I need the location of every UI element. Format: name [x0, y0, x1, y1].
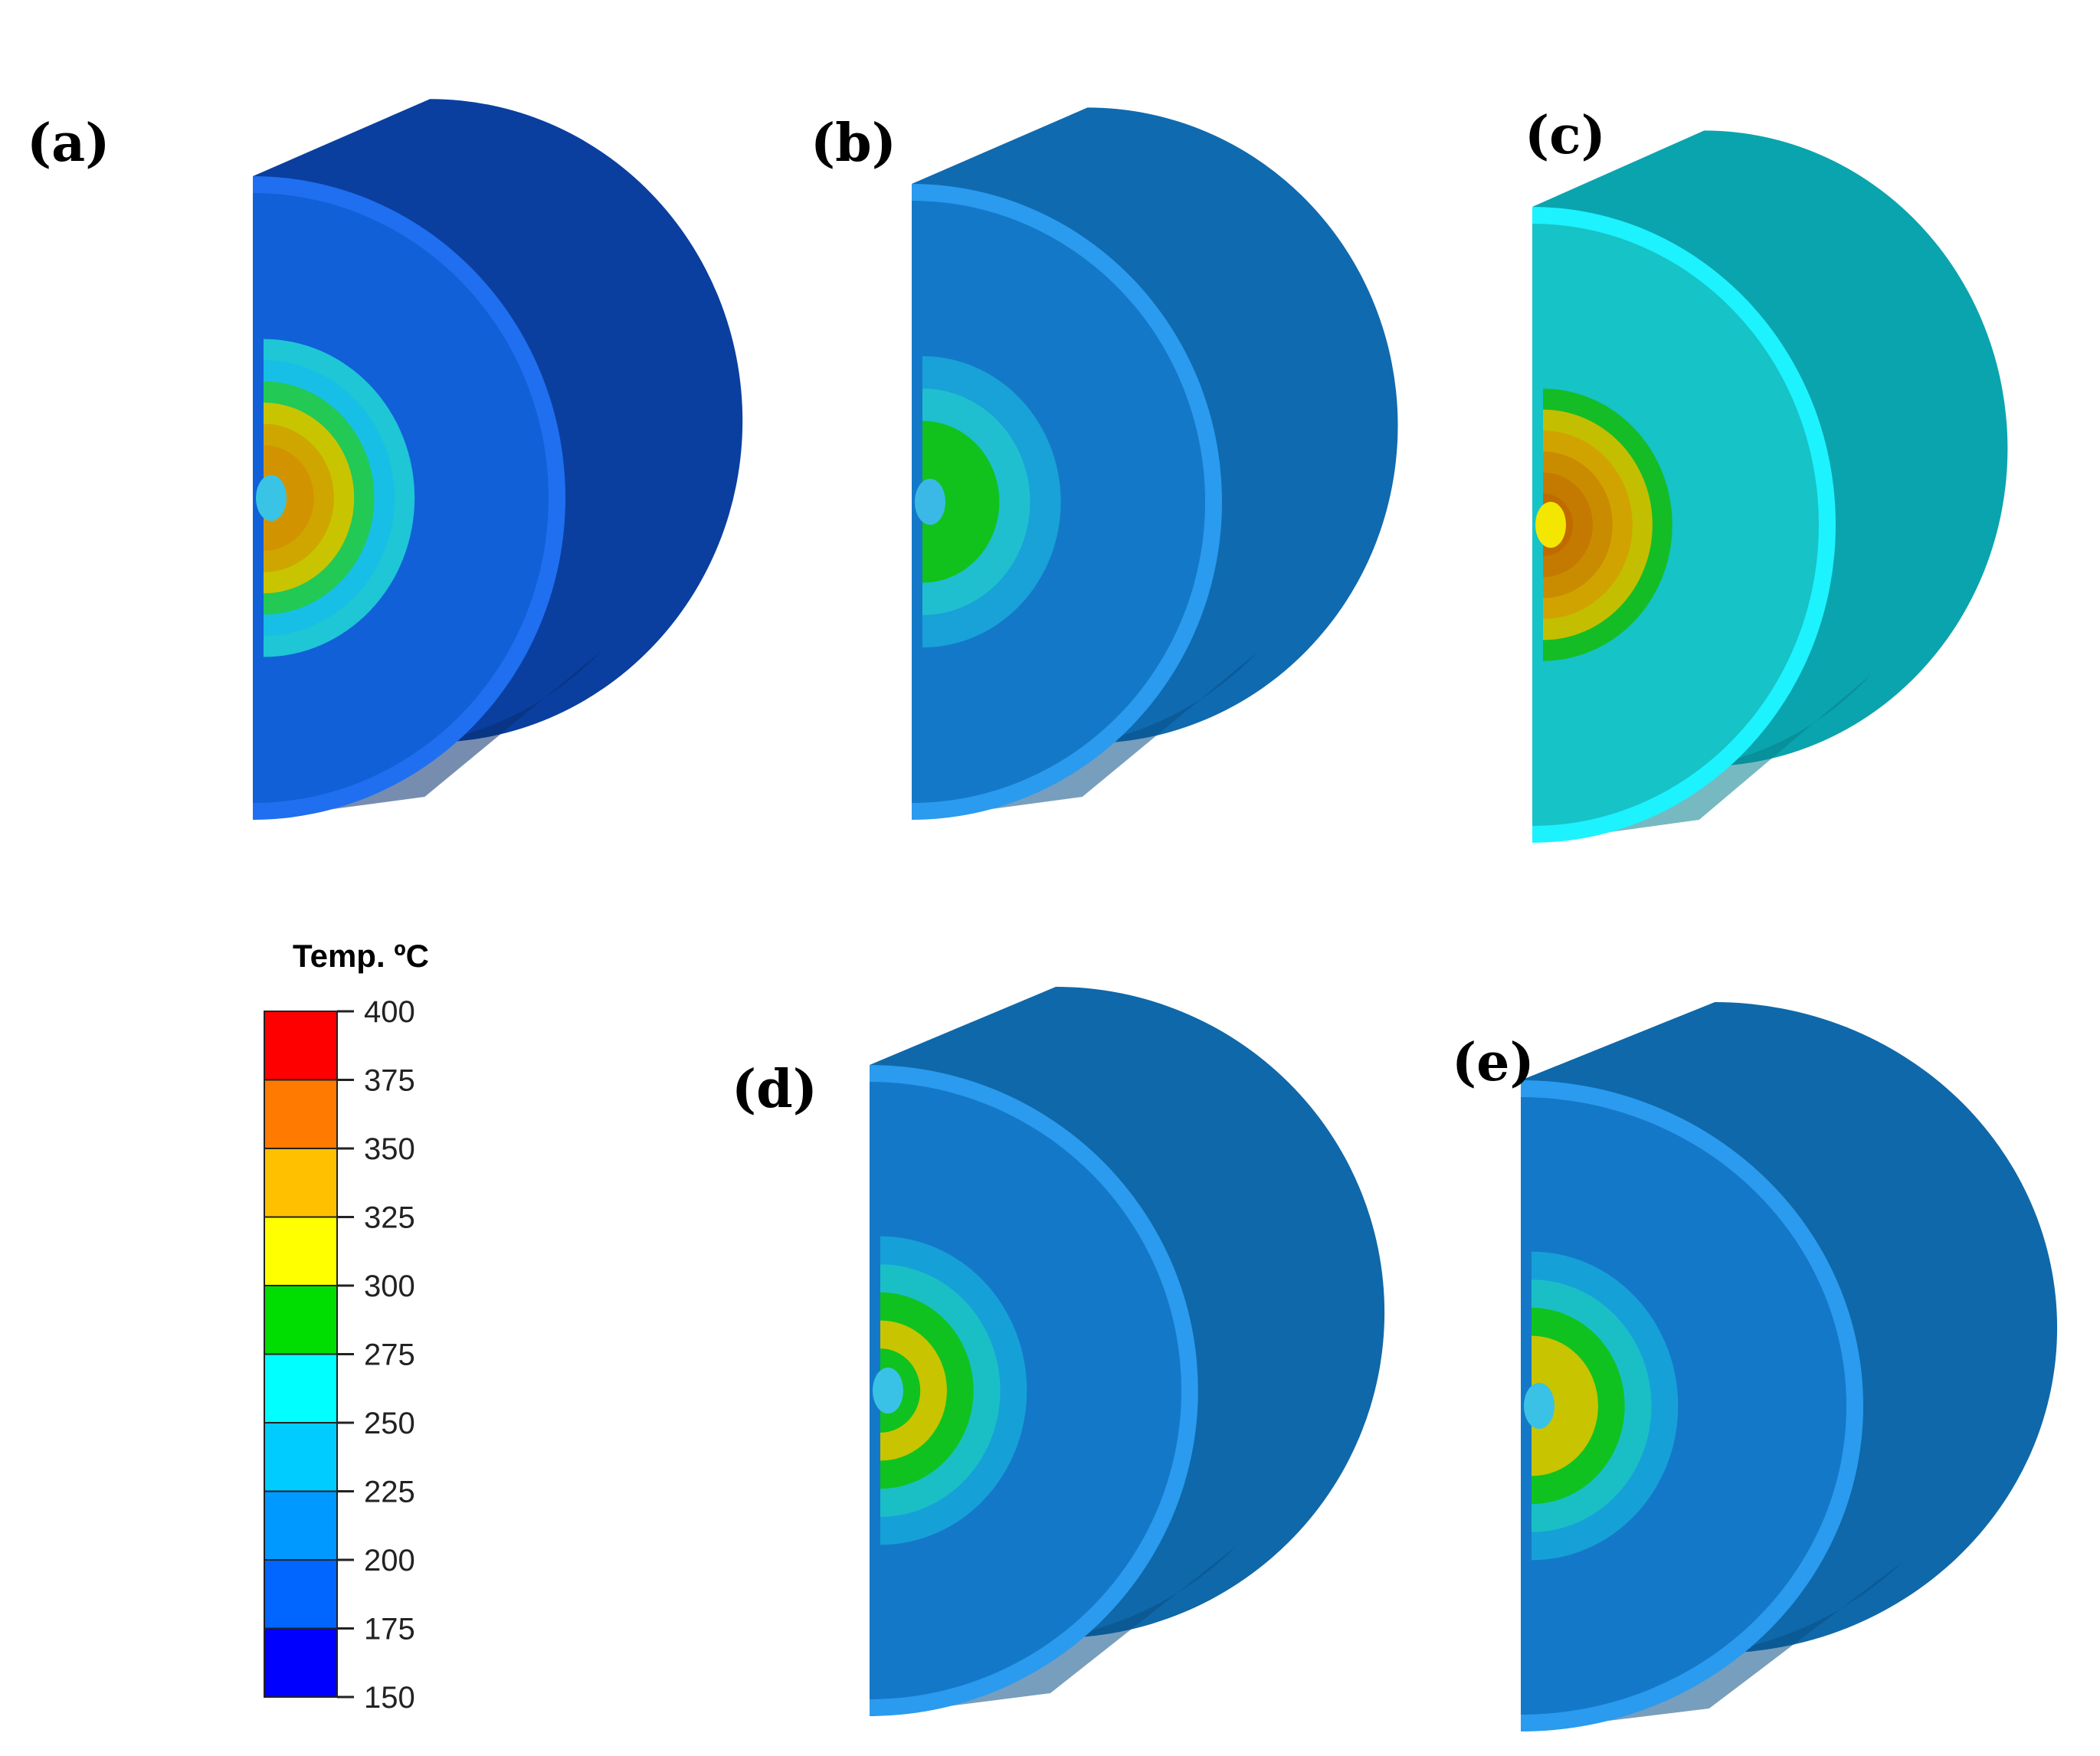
legend-swatch [264, 1353, 338, 1423]
contour-band [922, 453, 969, 551]
panel-c: (c) [1525, 105, 2008, 843]
panel-a: (a) [27, 99, 743, 820]
panel-e: (e) [1452, 1002, 2058, 1731]
legend-tick-label: 175 [364, 1613, 415, 1646]
side-shadow [870, 1546, 1237, 1716]
temperature-legend: Temp. ºC 400 375 350 325 300 275 250 225 200 175 1… [264, 938, 429, 1715]
legend-tick-label: 400 [364, 995, 415, 1029]
center-hole [873, 1368, 903, 1414]
center-hole [915, 479, 945, 525]
center-hole [256, 475, 287, 521]
panel-label: (a) [27, 113, 110, 174]
side-shadow [1532, 674, 1872, 843]
legend-tick-label: 250 [364, 1407, 415, 1440]
legend-ticks: 400 375 350 325 300 275 250 225 200 175 150 [337, 995, 415, 1715]
panel-b: (b) [811, 107, 1398, 820]
center-hole [1524, 1383, 1555, 1429]
center-hole [1535, 502, 1566, 548]
legend-color-bar [264, 1011, 338, 1698]
legend-tick-label: 300 [364, 1269, 415, 1303]
side-shadow [253, 650, 602, 820]
side-shadow [1521, 1561, 1904, 1731]
legend-swatch [264, 1216, 338, 1286]
legend-swatch [264, 1627, 338, 1698]
legend-tick-label: 350 [364, 1132, 415, 1166]
panel-label: (d) [732, 1059, 817, 1120]
legend-tick-label: 325 [364, 1201, 415, 1235]
panel-label: (c) [1525, 105, 1606, 166]
legend-swatch [264, 1422, 338, 1492]
legend-swatch [264, 1285, 338, 1355]
legend-swatch [264, 1490, 338, 1561]
legend-tick-label: 200 [364, 1544, 415, 1577]
panel-label: (e) [1452, 1032, 1535, 1093]
legend-swatch [264, 1079, 338, 1149]
legend-tick-label: 150 [364, 1681, 415, 1715]
legend-title: Temp. ºC [293, 938, 429, 974]
legend-swatch [264, 1011, 338, 1081]
legend-tick-label: 375 [364, 1064, 415, 1098]
panel-d: (d) [732, 987, 1385, 1716]
panel-label: (b) [811, 113, 896, 174]
panels-group: (a) (b) (c) (d) (e) [27, 99, 2058, 1731]
side-shadow [912, 651, 1259, 820]
legend-tick-label: 225 [364, 1476, 415, 1509]
legend-swatch [264, 1148, 338, 1218]
legend-swatch [264, 1559, 338, 1630]
legend-tick-label: 275 [364, 1338, 415, 1372]
